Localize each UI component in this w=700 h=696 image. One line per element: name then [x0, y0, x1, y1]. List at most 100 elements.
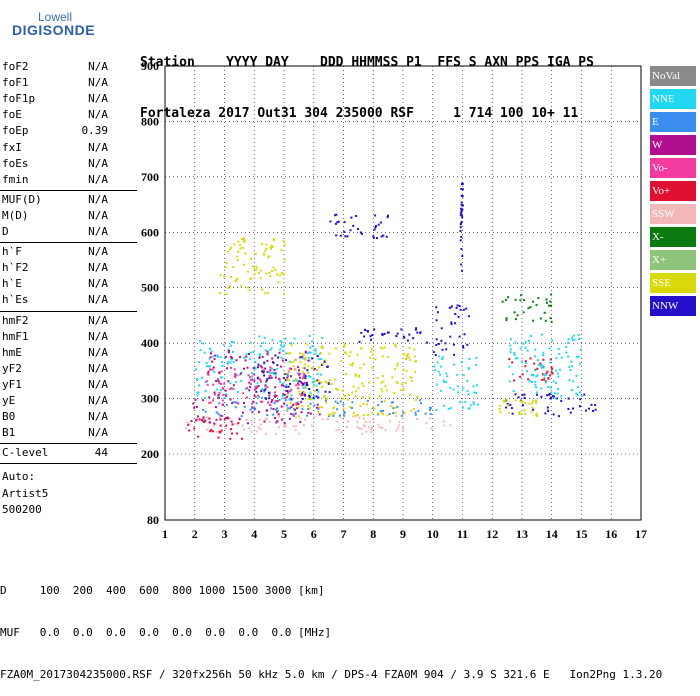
data-point: [467, 315, 470, 318]
data-point: [460, 203, 463, 206]
data-point: [336, 221, 339, 224]
x-tick-label: 5: [281, 527, 287, 541]
data-point: [321, 418, 324, 421]
data-point: [549, 361, 552, 364]
data-point: [337, 220, 340, 223]
data-point: [442, 420, 445, 423]
data-point: [282, 377, 285, 380]
data-point: [296, 401, 299, 404]
data-point: [225, 427, 228, 430]
data-point: [258, 356, 261, 359]
data-point: [213, 370, 216, 373]
data-point: [456, 374, 459, 376]
data-point: [549, 397, 552, 400]
data-point: [557, 415, 560, 418]
data-point: [219, 414, 222, 417]
data-point: [326, 381, 329, 384]
data-point: [475, 363, 478, 366]
data-point: [369, 356, 372, 359]
data-point: [220, 370, 223, 373]
data-point: [531, 406, 534, 409]
data-point: [529, 306, 532, 309]
data-point: [235, 381, 238, 384]
data-point: [567, 338, 570, 341]
data-point: [313, 404, 316, 407]
data-point: [449, 306, 452, 309]
data-point: [236, 391, 239, 393]
data-point: [397, 424, 400, 427]
data-point: [266, 353, 269, 356]
data-point: [369, 335, 372, 338]
data-point: [259, 380, 262, 383]
legend-item-nne: NNE: [650, 89, 696, 109]
data-point: [323, 394, 326, 397]
data-point: [299, 356, 302, 359]
data-point: [219, 431, 222, 434]
data-point: [459, 400, 462, 403]
data-point: [210, 350, 213, 353]
data-point: [335, 387, 338, 390]
data-point: [371, 411, 374, 414]
data-point: [295, 384, 298, 387]
data-point: [406, 354, 409, 357]
data-point: [475, 391, 478, 394]
x-tick-label: 11: [457, 527, 468, 541]
data-point: [379, 410, 382, 413]
data-point: [317, 407, 320, 410]
data-point: [514, 298, 517, 301]
data-point: [554, 397, 557, 400]
data-point: [259, 269, 262, 272]
data-point: [556, 392, 559, 395]
data-point: [274, 372, 277, 374]
data-point: [352, 362, 355, 365]
data-point: [261, 288, 264, 291]
data-point: [264, 349, 267, 352]
param-value: N/A: [88, 313, 108, 327]
data-point: [302, 387, 305, 390]
data-point: [198, 418, 201, 421]
data-cluster-nnw: [329, 213, 389, 240]
data-point: [449, 386, 452, 389]
data-point: [280, 418, 283, 421]
data-point: [273, 369, 276, 371]
data-point: [462, 387, 465, 390]
data-point: [270, 244, 273, 247]
data-point: [304, 395, 307, 398]
data-point: [275, 394, 278, 397]
data-point: [449, 407, 452, 410]
data-point: [292, 365, 295, 367]
data-point: [508, 380, 511, 383]
data-point: [575, 355, 578, 358]
data-point: [402, 368, 405, 371]
y-tick-label: 700: [141, 170, 159, 184]
data-point: [452, 343, 455, 346]
data-point: [416, 418, 419, 420]
data-point: [219, 424, 222, 427]
data-point: [358, 427, 361, 430]
data-point: [446, 375, 449, 378]
data-point: [528, 339, 530, 342]
data-cluster-ssw: [185, 415, 452, 435]
data-point: [576, 393, 579, 396]
data-point: [544, 412, 547, 415]
data-point: [567, 408, 570, 410]
data-point: [205, 416, 208, 419]
data-point: [308, 359, 311, 362]
data-point: [309, 376, 312, 378]
digisonde-logo: Lowell DIGISONDE: [10, 10, 95, 50]
data-point: [219, 356, 222, 359]
data-point: [298, 415, 301, 418]
data-point: [473, 391, 476, 394]
data-point: [299, 361, 302, 364]
data-point: [513, 379, 516, 382]
data-point: [274, 269, 277, 271]
data-point: [519, 299, 522, 302]
data-point: [542, 351, 545, 354]
data-point: [459, 239, 462, 242]
polarization-legend: NoVal NNE E W Vo- Vo+ SSW X- X+ SSE NNW: [650, 66, 696, 319]
data-point: [365, 430, 368, 433]
data-point: [444, 342, 447, 345]
data-point: [372, 418, 375, 421]
data-point: [507, 404, 510, 407]
data-point: [402, 427, 405, 430]
